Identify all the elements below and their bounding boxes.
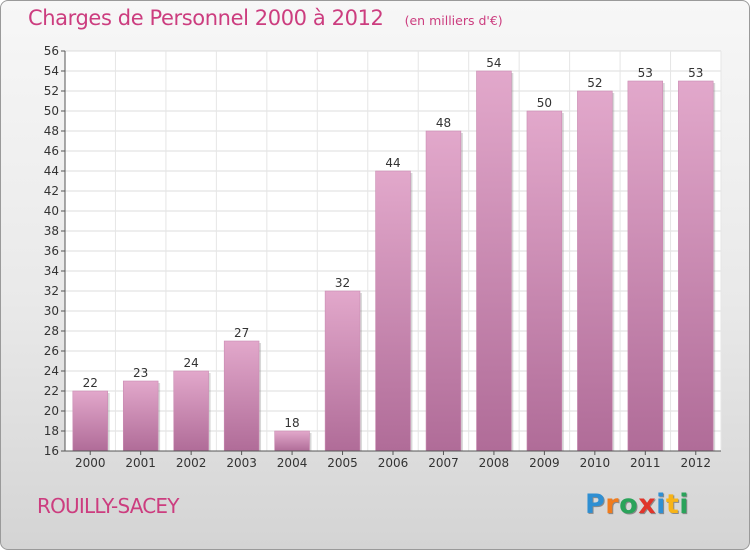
data-label: 53 xyxy=(638,66,653,80)
data-label: 53 xyxy=(688,66,703,80)
x-tick-label: 2009 xyxy=(529,456,560,470)
y-tick-label: 16 xyxy=(44,444,59,458)
y-tick-label: 48 xyxy=(44,124,59,138)
logo-letter: r xyxy=(605,489,620,520)
x-tick-label: 2000 xyxy=(75,456,106,470)
logo-letter: i xyxy=(656,489,666,520)
x-tick-label: 2011 xyxy=(630,456,661,470)
y-tick-label: 22 xyxy=(44,384,59,398)
y-tick-label: 44 xyxy=(44,164,59,178)
x-tick-label: 2008 xyxy=(479,456,510,470)
y-tick-label: 38 xyxy=(44,224,59,238)
data-label: 24 xyxy=(184,356,199,370)
commune-name: ROUILLY-SACEY xyxy=(37,494,179,518)
y-tick-label: 18 xyxy=(44,424,59,438)
x-tick-label: 2004 xyxy=(277,456,308,470)
logo-letter: x xyxy=(638,489,657,520)
bar-2007 xyxy=(425,130,462,452)
x-tick-label: 2005 xyxy=(327,456,358,470)
bar-2001 xyxy=(122,380,159,452)
y-tick-label: 40 xyxy=(44,204,59,218)
data-label: 18 xyxy=(284,416,299,430)
y-tick-label: 50 xyxy=(44,104,59,118)
x-tick-label: 2002 xyxy=(176,456,207,470)
data-label: 54 xyxy=(486,56,501,70)
bar-2010 xyxy=(577,90,613,452)
x-tick-label: 2012 xyxy=(680,456,711,470)
bar-2011 xyxy=(627,80,664,452)
bar-2003 xyxy=(223,340,260,452)
bar-2008 xyxy=(476,70,512,452)
bar-2006 xyxy=(375,170,411,452)
logo-letter: o xyxy=(619,489,639,520)
y-tick-label: 52 xyxy=(44,84,59,98)
data-label: 52 xyxy=(587,76,602,90)
proxiti-logo: Proxiti xyxy=(585,489,689,520)
bar-2002 xyxy=(173,370,209,452)
data-label: 50 xyxy=(537,96,552,110)
data-label: 27 xyxy=(234,326,249,340)
chart-title: Charges de Personnel 2000 à 2012 xyxy=(28,6,384,30)
y-tick-label: 28 xyxy=(44,324,59,338)
y-tick-label: 34 xyxy=(44,264,59,278)
y-tick-label: 30 xyxy=(44,304,59,318)
y-tick-label: 24 xyxy=(44,364,59,378)
logo-letter: i xyxy=(679,489,690,520)
data-label: 44 xyxy=(385,156,400,170)
y-tick-label: 54 xyxy=(44,64,59,78)
data-label: 22 xyxy=(83,376,98,390)
bar-2012 xyxy=(678,80,714,452)
data-label: 48 xyxy=(436,116,451,130)
y-tick-label: 56 xyxy=(44,44,59,58)
title-row: Charges de Personnel 2000 à 2012 (en mil… xyxy=(28,6,503,30)
data-label: 32 xyxy=(335,276,350,290)
x-tick-label: 2001 xyxy=(125,456,156,470)
bar-2004 xyxy=(274,430,310,452)
y-tick-label: 26 xyxy=(44,344,59,358)
data-label: 23 xyxy=(133,366,148,380)
y-tick-label: 42 xyxy=(44,184,59,198)
logo-letter: P xyxy=(585,489,606,520)
x-tick-label: 2003 xyxy=(226,456,257,470)
x-tick-label: 2010 xyxy=(580,456,611,470)
y-tick-label: 32 xyxy=(44,284,59,298)
y-tick-label: 20 xyxy=(44,404,59,418)
y-tick-label: 46 xyxy=(44,144,59,158)
x-tick-label: 2006 xyxy=(378,456,409,470)
logo-letter: t xyxy=(665,489,680,520)
bar-2000 xyxy=(72,390,108,452)
y-tick-label: 36 xyxy=(44,244,59,258)
bar-2009 xyxy=(526,110,563,452)
x-tick-label: 2007 xyxy=(428,456,459,470)
chart-subtitle: (en milliers d'€) xyxy=(404,13,503,28)
bar-2005 xyxy=(324,290,361,452)
